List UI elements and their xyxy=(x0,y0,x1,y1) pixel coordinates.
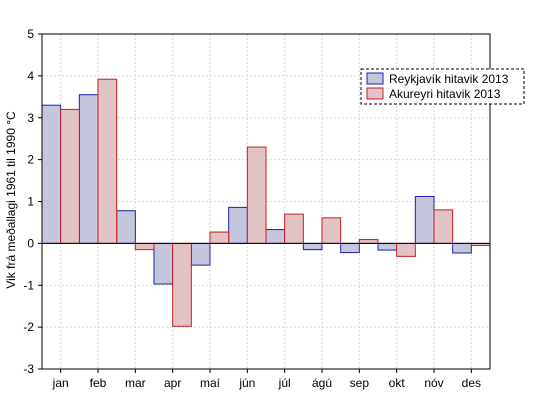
bar-series-1-mar xyxy=(116,210,136,244)
bar-series-1-sep xyxy=(340,242,360,254)
bar-series-1-okt xyxy=(377,242,398,251)
bar-series-2-sep xyxy=(358,239,379,244)
bar-series-2-feb xyxy=(97,78,118,244)
bar-series-2-mar xyxy=(134,242,155,251)
bar-series-2-apr xyxy=(172,242,192,327)
legend-label: Akureyri hitavik 2013 xyxy=(389,87,501,101)
bar-series-1-apr xyxy=(153,242,174,285)
y-tick-label: 4 xyxy=(27,69,34,83)
legend-label: Reykjavík hitavik 2013 xyxy=(389,72,509,86)
x-tick-label: apr xyxy=(164,376,181,390)
y-tick-label: 3 xyxy=(27,111,34,125)
bar-series-1-júl xyxy=(265,229,286,244)
legend-swatch xyxy=(366,87,384,100)
bar-series-2-nóv xyxy=(433,209,454,244)
y-axis-ticks: 5 4 3 2 1 0 -1 -2 -3 xyxy=(23,27,42,376)
x-tick-label: jún xyxy=(238,376,255,390)
bar-series-1-jan xyxy=(41,104,62,244)
bar-series-2-jún xyxy=(246,146,267,244)
bars xyxy=(41,78,491,327)
x-tick-label: feb xyxy=(90,376,107,390)
bar-series-1-ágú xyxy=(302,242,323,251)
x-tick-label: nóv xyxy=(424,376,443,390)
x-tick-label: júl xyxy=(278,376,291,390)
bar-series-2-okt xyxy=(396,242,416,257)
y-tick-label: -1 xyxy=(23,278,34,292)
bar-series-1-nóv xyxy=(414,195,435,244)
bar-series-2-jan xyxy=(60,108,80,244)
x-tick-label: okt xyxy=(389,376,406,390)
legend-box xyxy=(360,68,525,105)
x-axis-ticks: jan feb mar apr maí jún júl ágú sep okt nóv des xyxy=(52,369,481,390)
x-tick-label: maí xyxy=(200,376,221,390)
bar-series-1-maí xyxy=(190,242,211,266)
y-tick-label: -3 xyxy=(23,362,34,376)
y-tick-label: 5 xyxy=(27,27,34,41)
bar-series-1-jún xyxy=(228,206,248,244)
y-tick-label: 2 xyxy=(27,153,34,167)
bar-series-1-feb xyxy=(78,94,99,244)
bar-series-2-maí xyxy=(209,231,230,244)
bar-series-2-júl xyxy=(284,213,304,244)
y-tick-label: 0 xyxy=(27,236,34,250)
legend-swatch xyxy=(366,72,384,85)
bar-series-1-des xyxy=(452,242,472,254)
x-tick-label: des xyxy=(462,376,481,390)
x-tick-label: jan xyxy=(52,376,69,390)
x-tick-label: sep xyxy=(350,376,370,390)
y-tick-label: 1 xyxy=(27,195,34,209)
x-tick-label: mar xyxy=(125,376,146,390)
x-tick-label: ágú xyxy=(312,376,332,390)
y-axis-title: Vik frá meðallagi 1961 til 1990 °C xyxy=(4,111,18,289)
bar-series-2-ágú xyxy=(321,217,342,244)
y-tick-label: -2 xyxy=(23,320,34,334)
